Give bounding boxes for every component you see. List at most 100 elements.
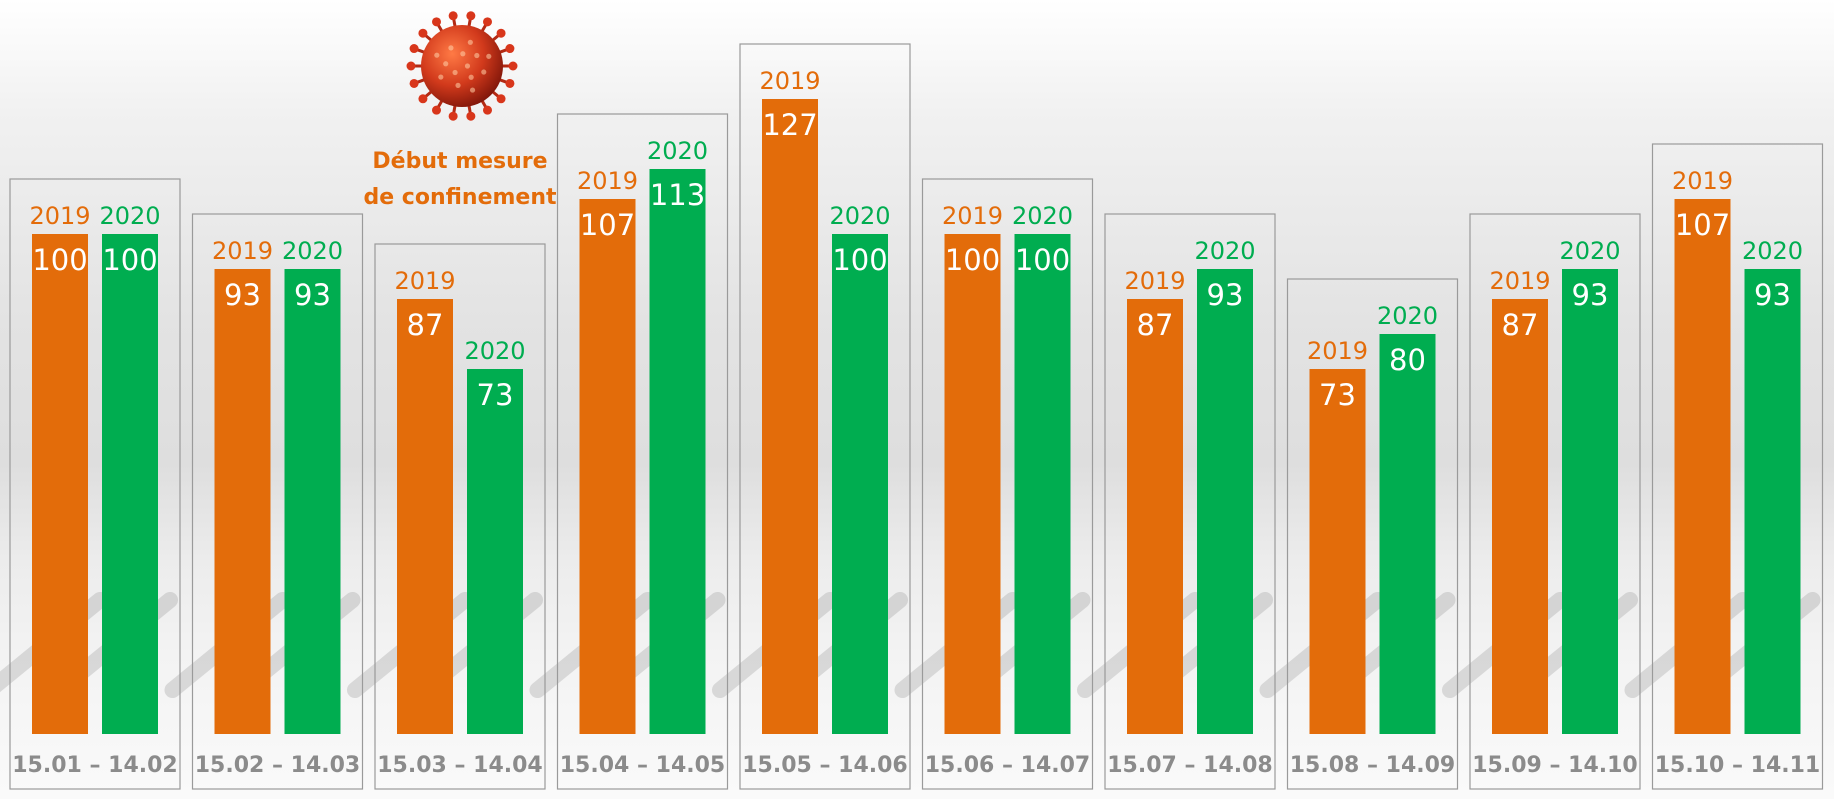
virus-spike-tip	[409, 78, 419, 88]
virus-texture	[468, 74, 474, 80]
series-label-2020: 2020	[1559, 237, 1620, 265]
bar-2020	[1744, 269, 1801, 734]
data-label: 93	[1754, 278, 1791, 312]
category-label: 15.01 – 14.02	[12, 753, 178, 778]
data-label: 107	[1675, 208, 1730, 242]
group-frame	[374, 243, 546, 790]
category-label: 15.05 – 14.06	[742, 753, 908, 778]
annotation-line-2: de confinement	[363, 185, 557, 210]
series-label-2019: 2019	[394, 267, 455, 295]
bar-2020	[284, 269, 341, 734]
virus-body	[421, 25, 503, 107]
data-label: 100	[102, 243, 157, 277]
group-frame	[556, 113, 729, 790]
group-frames	[9, 43, 1824, 790]
virus-spike-tip	[448, 11, 458, 21]
category-label: 15.07 – 14.08	[1107, 753, 1273, 778]
virus-texture	[460, 51, 466, 57]
virus-texture	[438, 74, 444, 80]
virus-spike-tip	[406, 61, 416, 71]
virus-texture	[448, 45, 454, 51]
virus-spike-tip	[432, 105, 441, 115]
virus-texture	[467, 39, 473, 45]
virus-spike-tip	[505, 44, 515, 54]
data-label: 87	[407, 308, 444, 342]
virus-texture	[486, 53, 492, 59]
bar-2019	[944, 234, 1001, 734]
group-frame	[1651, 143, 1824, 790]
category-label: 15.10 – 14.11	[1655, 753, 1821, 778]
bar-2019	[579, 199, 636, 734]
bar-2020	[832, 234, 888, 734]
series-label-2020: 2020	[1012, 202, 1073, 230]
series-label-2020: 2020	[1194, 237, 1255, 265]
virus-texture	[452, 69, 458, 76]
series-label-2019: 2019	[942, 202, 1003, 230]
series-label-2019: 2019	[1124, 267, 1185, 295]
data-label: 73	[1319, 378, 1356, 412]
series-label-2020: 2020	[647, 137, 708, 165]
coronavirus-icon	[406, 11, 518, 121]
bar-2020	[467, 369, 523, 734]
bar-2019	[397, 299, 453, 734]
virus-texture	[469, 87, 476, 93]
series-label-2019: 2019	[577, 167, 638, 195]
group-frame	[191, 213, 364, 790]
virus-spike-tip	[418, 94, 428, 104]
bar-2019	[1492, 299, 1548, 734]
bars	[32, 99, 1801, 734]
virus-texture	[443, 61, 449, 67]
virus-spike-tip	[505, 78, 515, 88]
annotation-line-1: Début mesure	[372, 149, 547, 174]
virus-spike-tip	[483, 17, 492, 27]
bar-2020	[1562, 269, 1618, 734]
virus-spike-tip	[466, 111, 476, 121]
series-label-2019: 2019	[759, 67, 820, 95]
virus-texture	[464, 63, 471, 69]
series-label-2020: 2020	[464, 337, 525, 365]
data-label: 100	[945, 243, 1000, 277]
virus-spike-tip	[496, 28, 506, 38]
data-label: 93	[224, 278, 261, 312]
bar-2020	[1379, 334, 1436, 734]
virus-texture	[474, 52, 480, 59]
bar-2019	[214, 269, 271, 734]
category-label: 15.08 – 14.09	[1290, 753, 1456, 778]
group-frame	[9, 178, 181, 790]
virus-spike-tip	[466, 11, 476, 21]
series-label-2020: 2020	[1742, 237, 1803, 265]
bar-2020	[102, 234, 158, 734]
bar-2020	[1014, 234, 1071, 734]
data-label: 93	[1572, 278, 1609, 312]
category-label: 15.03 – 14.04	[377, 753, 543, 778]
category-label: 15.02 – 14.03	[195, 753, 361, 778]
data-label: 100	[832, 243, 887, 277]
bar-2020	[649, 169, 706, 734]
labels: 100 2019 100 2020 15.01 – 14.02 93 2019 93 2020 1…	[12, 67, 1820, 778]
data-label: 93	[1207, 278, 1244, 312]
group-frame	[1286, 278, 1459, 790]
data-label: 73	[477, 378, 514, 412]
data-label: 107	[580, 208, 635, 242]
data-label: 87	[1137, 308, 1174, 342]
series-label-2019: 2019	[212, 237, 273, 265]
bar-2019	[1309, 369, 1366, 734]
data-label: 100	[1015, 243, 1070, 277]
series-label-2020: 2020	[99, 202, 160, 230]
group-frame	[921, 178, 1094, 790]
lockdown-annotation: Début mesure de confinement	[363, 11, 557, 210]
series-label-2020: 2020	[829, 202, 890, 230]
group-frame	[1104, 213, 1276, 790]
virus-texture	[434, 52, 440, 58]
virus-spike-tip	[483, 105, 492, 115]
data-label: 87	[1502, 308, 1539, 342]
series-label-2020: 2020	[1377, 302, 1438, 330]
series-label-2019: 2019	[29, 202, 90, 230]
virus-spike-tip	[409, 44, 419, 54]
data-label: 127	[762, 108, 817, 142]
series-label-2019: 2019	[1489, 267, 1550, 295]
bar-2019	[1674, 199, 1731, 734]
virus-spike-tip	[448, 111, 458, 121]
data-label: 80	[1389, 343, 1426, 377]
data-label: 100	[32, 243, 87, 277]
